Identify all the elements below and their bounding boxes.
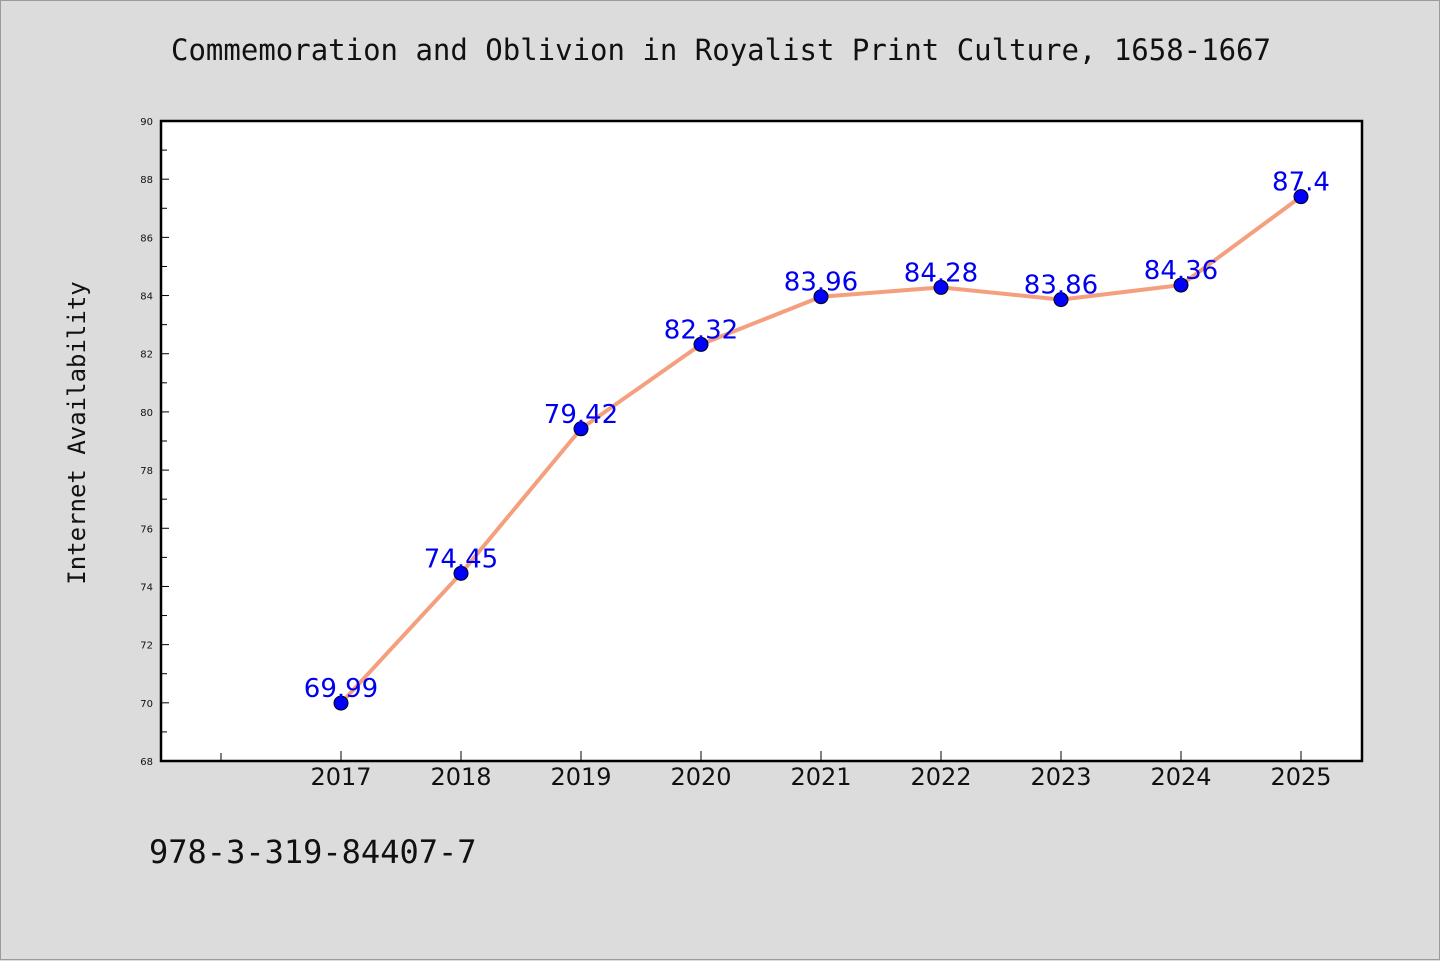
y-axis-label: Internet Availability [63, 281, 91, 584]
x-tick-label: 2018 [430, 763, 491, 791]
data-series [333, 189, 1309, 711]
data-point [1053, 292, 1069, 308]
data-label: 83.86 [1024, 271, 1098, 301]
data-point [933, 279, 949, 295]
y-tick-label: 70 [140, 699, 153, 710]
x-tick-label: 2017 [310, 763, 371, 791]
data-point [573, 421, 589, 437]
x-tick-label: 2021 [790, 763, 851, 791]
data-label: 82.32 [664, 315, 738, 345]
x-tick-label: 2019 [550, 763, 611, 791]
data-label: 79.42 [544, 400, 618, 430]
data-label: 87.4 [1272, 168, 1330, 198]
plot-area [161, 121, 1362, 761]
y-tick-label: 74 [140, 582, 153, 593]
y-tick-label: 88 [140, 175, 153, 186]
x-tick-label: 2024 [1150, 763, 1211, 791]
y-tick-label: 86 [140, 233, 153, 244]
data-labels: 69.99 74.45 79.42 82.32 83.96 84.28 83.86 84.36… [304, 168, 1330, 704]
y-tick-label: 72 [140, 641, 153, 652]
x-tick-label: 2025 [1270, 763, 1331, 791]
y-tick-label: 78 [140, 466, 153, 477]
y-tick-label: 90 [140, 117, 153, 128]
data-point [453, 565, 469, 581]
x-axis-ticks: 2017 2018 2019 2020 2021 2022 2023 2024 2025 [220, 751, 1332, 791]
y-tick-label: 84 [140, 292, 153, 303]
data-label: 84.36 [1144, 256, 1218, 286]
data-point [333, 695, 349, 711]
y-tick-label: 82 [140, 350, 153, 361]
data-label: 69.99 [304, 674, 378, 704]
y-axis-ticks: 68 70 72 74 76 78 80 82 84 86 88 90 [140, 117, 169, 768]
data-point [1173, 277, 1189, 293]
x-tick-label: 2022 [910, 763, 971, 791]
x-tick-label: 2023 [1030, 763, 1091, 791]
data-label: 84.28 [904, 258, 978, 288]
y-tick-label: 76 [140, 524, 153, 535]
x-tick-label: 2020 [670, 763, 731, 791]
data-point [813, 289, 829, 305]
y-tick-label: 80 [140, 408, 153, 419]
data-point [1293, 189, 1309, 205]
data-label: 74.45 [424, 544, 498, 574]
data-label: 83.96 [784, 268, 858, 298]
footer-code: 978-3-319-84407-7 [149, 833, 477, 871]
y-tick-label: 68 [140, 757, 153, 768]
plot-frame [159, 119, 1364, 763]
data-point [693, 336, 709, 352]
chart-title: Commemoration and Oblivion in Royalist P… [171, 33, 1271, 67]
